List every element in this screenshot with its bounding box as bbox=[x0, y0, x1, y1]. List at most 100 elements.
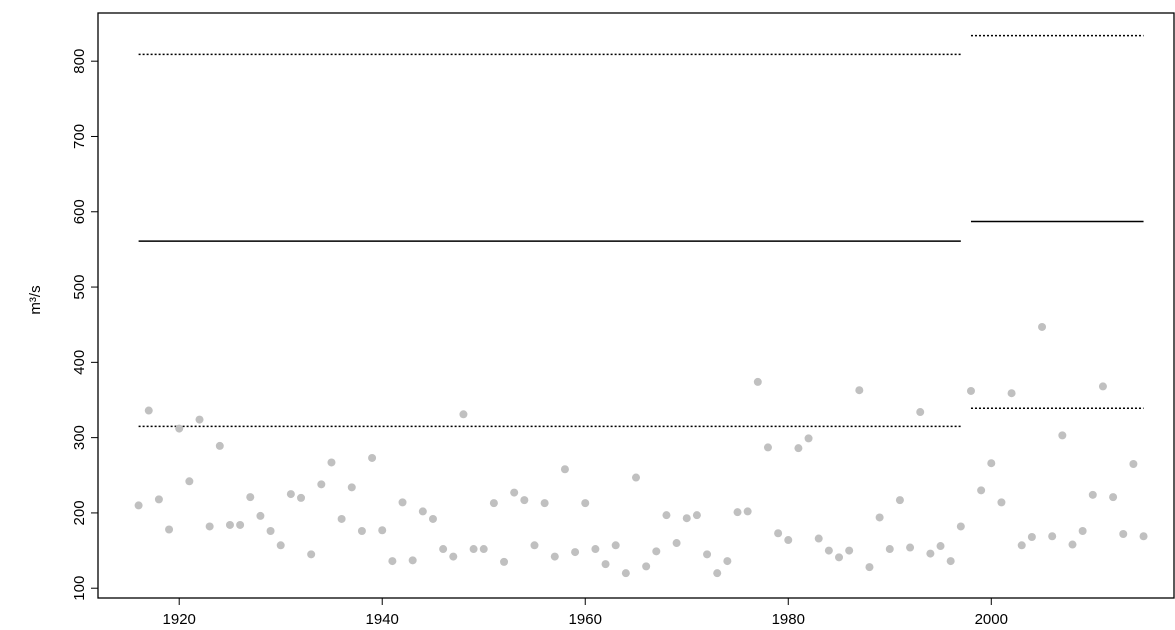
point bbox=[418, 507, 427, 516]
point bbox=[388, 557, 397, 566]
point bbox=[1038, 322, 1047, 331]
point bbox=[1027, 533, 1036, 542]
x-tick-label: 1920 bbox=[163, 611, 196, 628]
point bbox=[337, 514, 346, 523]
point bbox=[510, 488, 519, 497]
point bbox=[307, 550, 316, 559]
point bbox=[1048, 532, 1057, 541]
point bbox=[408, 556, 417, 565]
point bbox=[154, 495, 163, 504]
point bbox=[1088, 490, 1097, 499]
point bbox=[845, 546, 854, 555]
point bbox=[571, 548, 580, 557]
y-tick-label: 400 bbox=[71, 350, 88, 375]
point bbox=[966, 386, 975, 395]
point bbox=[165, 525, 174, 534]
point bbox=[733, 508, 742, 517]
point bbox=[682, 514, 691, 523]
point bbox=[865, 563, 874, 572]
point bbox=[946, 557, 955, 566]
point bbox=[672, 539, 681, 548]
point bbox=[713, 569, 722, 578]
point bbox=[977, 486, 986, 495]
point bbox=[225, 520, 234, 529]
point bbox=[794, 444, 803, 453]
point bbox=[855, 386, 864, 395]
point bbox=[611, 541, 620, 550]
point bbox=[297, 493, 306, 502]
point bbox=[1078, 526, 1087, 535]
point bbox=[1119, 530, 1128, 539]
point bbox=[987, 459, 996, 468]
x-tick-label: 2000 bbox=[975, 611, 1008, 628]
x-tick-label: 1960 bbox=[569, 611, 602, 628]
point bbox=[276, 541, 285, 550]
point bbox=[327, 458, 336, 467]
point bbox=[500, 557, 509, 566]
plot-frame bbox=[97, 12, 1175, 599]
point bbox=[743, 507, 752, 516]
point bbox=[1017, 541, 1026, 550]
point bbox=[1129, 459, 1138, 468]
point bbox=[1139, 532, 1148, 541]
point bbox=[459, 410, 468, 419]
point bbox=[895, 496, 904, 505]
point bbox=[215, 441, 224, 450]
point bbox=[398, 498, 407, 507]
point bbox=[246, 493, 255, 502]
point bbox=[256, 511, 265, 520]
point bbox=[449, 552, 458, 561]
point bbox=[236, 520, 245, 529]
point bbox=[378, 526, 387, 535]
y-tick-label: 700 bbox=[71, 124, 88, 149]
point bbox=[997, 498, 1006, 507]
point bbox=[753, 377, 762, 386]
point bbox=[266, 526, 275, 535]
point bbox=[479, 545, 488, 554]
point bbox=[357, 526, 366, 535]
point bbox=[560, 465, 569, 474]
point bbox=[530, 541, 539, 550]
point bbox=[926, 549, 935, 558]
point bbox=[1098, 382, 1107, 391]
point bbox=[469, 545, 478, 554]
point bbox=[875, 513, 884, 522]
point bbox=[1068, 540, 1077, 549]
point bbox=[774, 529, 783, 538]
point bbox=[692, 511, 701, 520]
point bbox=[591, 545, 600, 554]
point bbox=[1007, 389, 1016, 398]
y-tick-label: 300 bbox=[71, 425, 88, 450]
point bbox=[835, 553, 844, 562]
point bbox=[175, 424, 184, 433]
point bbox=[185, 477, 194, 486]
point bbox=[906, 543, 915, 552]
point bbox=[195, 415, 204, 424]
point bbox=[144, 406, 153, 415]
point bbox=[317, 480, 326, 489]
y-axis-label: m³/s bbox=[27, 285, 44, 314]
y-tick-label: 600 bbox=[71, 199, 88, 224]
point bbox=[814, 534, 823, 543]
y-tick-label: 100 bbox=[71, 576, 88, 601]
point bbox=[885, 545, 894, 554]
point bbox=[540, 499, 549, 508]
point bbox=[347, 483, 356, 492]
point bbox=[916, 408, 925, 417]
point bbox=[489, 499, 498, 508]
point bbox=[439, 545, 448, 554]
point bbox=[520, 496, 529, 505]
x-tick-label: 1980 bbox=[772, 611, 805, 628]
point bbox=[703, 550, 712, 559]
point bbox=[550, 552, 559, 561]
point bbox=[804, 434, 813, 443]
x-tick-label: 1940 bbox=[366, 611, 399, 628]
point bbox=[632, 473, 640, 482]
point bbox=[652, 547, 661, 556]
point bbox=[642, 562, 651, 571]
y-tick-label: 800 bbox=[71, 49, 88, 74]
point bbox=[428, 514, 437, 523]
point bbox=[824, 546, 833, 555]
point bbox=[784, 536, 793, 545]
